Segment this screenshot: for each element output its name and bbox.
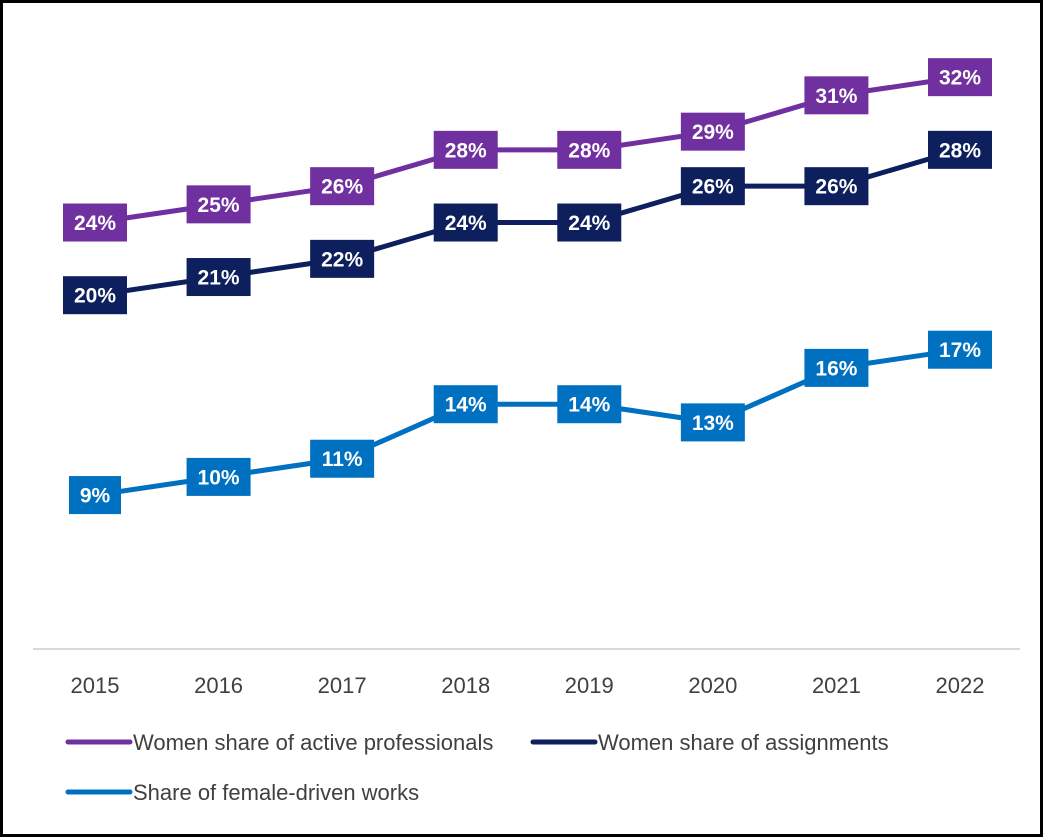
- data-label-text: 9%: [80, 485, 111, 508]
- data-label-text: 20%: [74, 285, 116, 308]
- legend-label: Women share of active professionals: [133, 730, 493, 755]
- data-label-box: [310, 439, 375, 478]
- legend-label: Share of female-driven works: [133, 780, 419, 805]
- data-label-1-2020: 29%: [680, 112, 745, 151]
- data-label-3-2021: 16%: [804, 348, 869, 387]
- data-label-box: [310, 239, 375, 278]
- data-label-text: 24%: [445, 212, 487, 235]
- data-label-box: [433, 130, 498, 169]
- legend-item-1: Women share of active professionals: [65, 730, 493, 755]
- data-label-3-2016: 10%: [186, 457, 251, 496]
- data-label-text: 10%: [198, 466, 240, 489]
- data-label-2-2018: 24%: [433, 203, 498, 242]
- data-label-box: [63, 203, 127, 242]
- data-label-text: 28%: [445, 139, 487, 162]
- data-label-box: [186, 457, 251, 496]
- data-label-1-2018: 28%: [433, 130, 498, 169]
- data-label-text: 11%: [322, 448, 363, 471]
- data-label-2-2017: 22%: [310, 239, 375, 278]
- data-labels: 24% 25% 26% 28% 28% 29% 31% 32% 20% 21% 22% 24% 24% 2…: [63, 58, 992, 515]
- data-label-1-2017: 26%: [310, 167, 375, 206]
- x-tick-label: 2020: [688, 673, 737, 698]
- data-label-box: [680, 167, 745, 206]
- data-label-box: [557, 203, 622, 242]
- legend-item-2: Women share of assignments: [530, 730, 889, 755]
- data-label-1-2019: 28%: [557, 130, 622, 169]
- data-label-text: 14%: [568, 394, 610, 417]
- x-tick-label: 2021: [812, 673, 861, 698]
- data-label-3-2017: 11%: [310, 439, 375, 478]
- data-label-text: 24%: [568, 212, 610, 235]
- data-label-box: [433, 203, 498, 242]
- data-label-text: 29%: [692, 121, 734, 144]
- data-label-1-2022: 32%: [928, 58, 992, 97]
- data-label-text: 31%: [815, 85, 857, 108]
- data-label-3-2018: 14%: [433, 385, 498, 424]
- data-label-2-2015: 20%: [63, 276, 127, 315]
- data-label-text: 28%: [568, 139, 610, 162]
- data-label-2-2016: 21%: [186, 258, 251, 297]
- data-label-2-2020: 26%: [680, 167, 745, 206]
- data-label-text: 25%: [198, 194, 240, 217]
- data-label-3-2015: 9%: [69, 476, 121, 515]
- x-tick-label: 2018: [441, 673, 490, 698]
- data-label-text: 13%: [692, 412, 734, 435]
- data-label-box: [186, 185, 251, 224]
- data-label-box: [557, 130, 622, 169]
- data-label-3-2020: 13%: [680, 403, 745, 442]
- x-tick-label: 2019: [565, 673, 614, 698]
- data-label-box: [804, 76, 869, 115]
- data-label-box: [680, 112, 745, 151]
- data-label-text: 28%: [939, 139, 981, 162]
- data-label-box: [186, 258, 251, 297]
- data-label-box: [680, 403, 745, 442]
- data-label-box: [63, 276, 127, 315]
- data-label-box: [804, 167, 869, 206]
- legend-label: Women share of assignments: [598, 730, 889, 755]
- x-tick-label: 2022: [936, 673, 985, 698]
- data-label-box: [928, 330, 992, 369]
- x-tick-label: 2017: [318, 673, 367, 698]
- data-label-3-2022: 17%: [928, 330, 992, 369]
- legend-item-3: Share of female-driven works: [65, 780, 419, 805]
- data-label-text: 22%: [321, 248, 363, 271]
- data-label-1-2021: 31%: [804, 76, 869, 115]
- data-label-box: [804, 348, 869, 387]
- x-tick-label: 2015: [71, 673, 120, 698]
- x-axis-ticks: 2015 2016 2017 2018 2019 2020 2021 2022: [71, 673, 985, 698]
- data-label-text: 26%: [692, 176, 734, 199]
- data-label-box: [69, 476, 121, 515]
- data-label-text: 26%: [321, 176, 363, 199]
- data-label-text: 14%: [445, 394, 487, 417]
- data-label-text: 32%: [939, 67, 981, 90]
- data-label-box: [928, 58, 992, 97]
- data-label-text: 24%: [74, 212, 116, 235]
- data-label-text: 26%: [815, 176, 857, 199]
- x-tick-label: 2016: [194, 673, 243, 698]
- data-label-box: [433, 385, 498, 424]
- data-label-box: [310, 167, 375, 206]
- data-label-text: 17%: [939, 339, 981, 362]
- data-label-3-2019: 14%: [557, 385, 622, 424]
- data-label-text: 21%: [198, 267, 240, 290]
- legend: Women share of active professionals Women…: [65, 730, 889, 805]
- data-label-text: 16%: [815, 357, 857, 380]
- data-label-box: [928, 130, 992, 169]
- data-label-1-2016: 25%: [186, 185, 251, 224]
- data-label-box: [557, 385, 622, 424]
- data-label-2-2019: 24%: [557, 203, 622, 242]
- data-label-2-2022: 28%: [928, 130, 992, 169]
- data-label-1-2015: 24%: [63, 203, 127, 242]
- data-label-2-2021: 26%: [804, 167, 869, 206]
